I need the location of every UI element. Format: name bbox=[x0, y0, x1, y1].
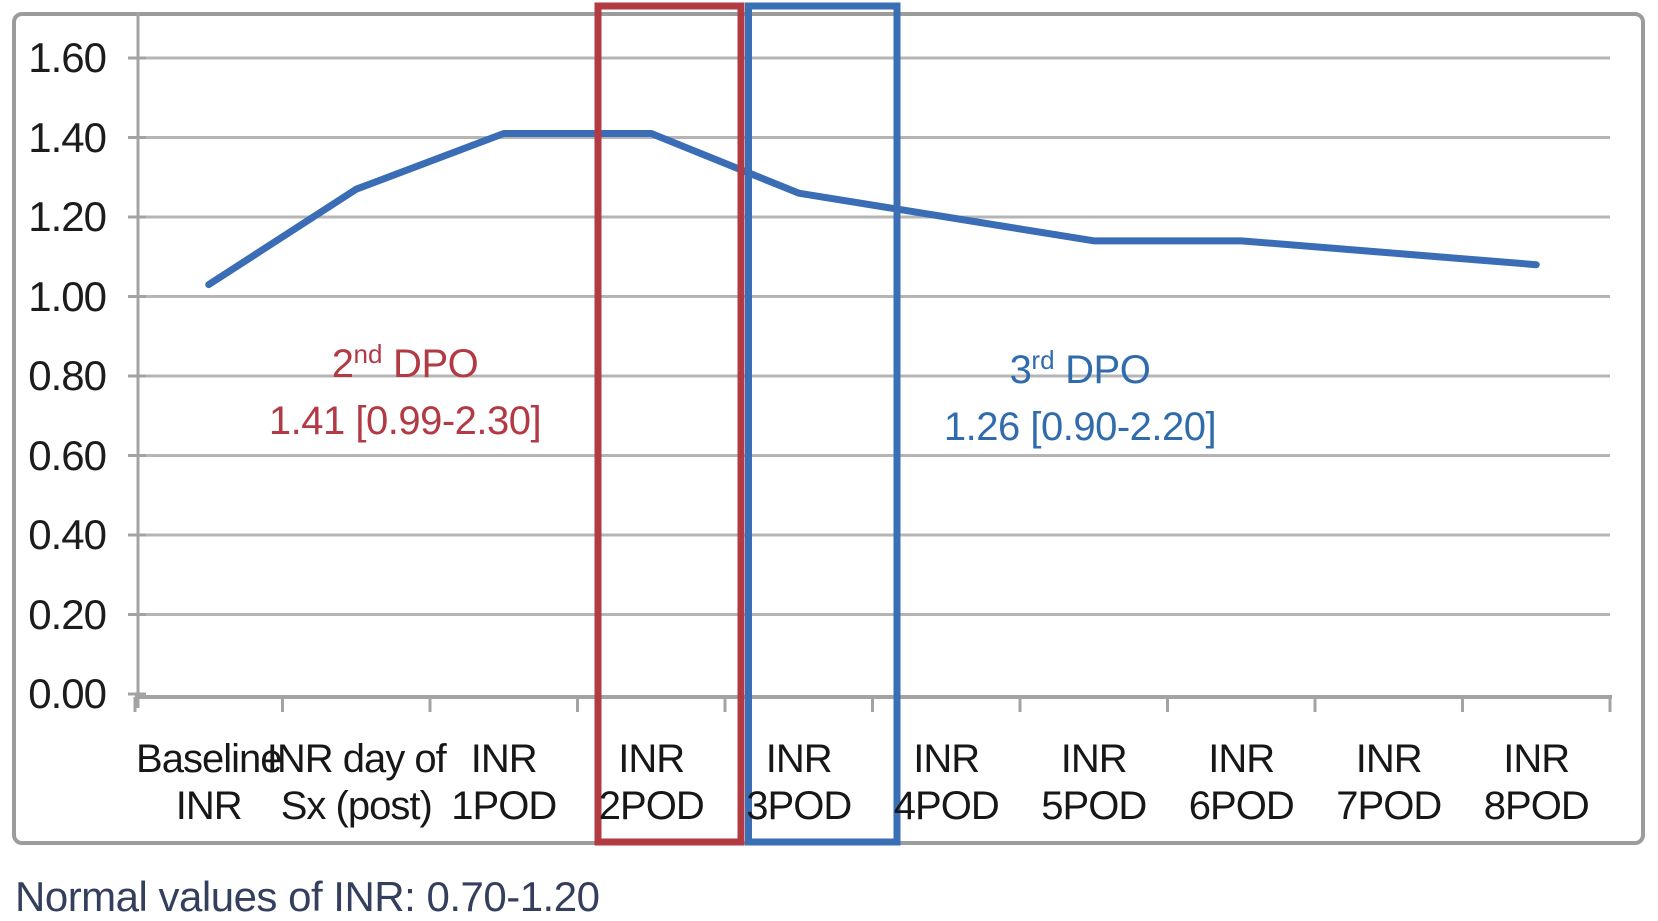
annotation-3rd-dpo: 3rd DPO 1.26 [0.90-2.20] bbox=[943, 344, 1217, 454]
x-category-label-line2: 7POD bbox=[1336, 784, 1442, 828]
x-category-label-line1: INR bbox=[1355, 737, 1423, 781]
x-category-label-line2: Sx (post) bbox=[280, 784, 433, 828]
x-category-label-line2: 4POD bbox=[893, 784, 1000, 828]
y-tick-label: 1.00 bbox=[28, 272, 107, 320]
y-tick-label: 1.40 bbox=[28, 113, 107, 161]
x-category-label-line2: 3POD bbox=[746, 784, 852, 828]
x-category-label-line2: 5POD bbox=[1041, 784, 1147, 828]
blue-highlight-box-3pod bbox=[745, 2, 901, 846]
y-tick-label: 1.60 bbox=[28, 34, 107, 81]
x-category-label-line1: Baseline bbox=[136, 737, 282, 781]
x-category-label: INR 5POD bbox=[1041, 736, 1147, 830]
x-category-label: INR 7POD bbox=[1336, 736, 1442, 830]
x-category-label-line1: INR day of bbox=[266, 737, 447, 781]
annotation-2nd-dpo-value: 1.41 [0.99-2.30] bbox=[268, 399, 542, 443]
x-category-label-line1: INR bbox=[1060, 737, 1128, 781]
ordinal-superscript: nd bbox=[353, 338, 383, 369]
x-category-label: INR 2POD bbox=[598, 736, 705, 830]
x-category-label: INR 3POD bbox=[746, 736, 852, 830]
inr-data-line bbox=[205, 130, 1540, 289]
x-category-label-line1: INR bbox=[1208, 737, 1275, 781]
x-category-label-line1: INR bbox=[913, 737, 980, 781]
normal-values-note: Normal values of INR: 0.70-1.20 bbox=[15, 873, 600, 920]
x-category-label-line1: INR bbox=[1503, 737, 1570, 781]
y-tick-label: 0.00 bbox=[28, 670, 107, 717]
annotation-2nd-dpo: 2nd DPO 1.41 [0.99-2.30] bbox=[268, 338, 542, 448]
ordinal-superscript: rd bbox=[1031, 344, 1055, 375]
y-tick-label: 0.60 bbox=[28, 431, 107, 479]
x-category-label-line2: INR bbox=[175, 784, 243, 828]
x-category-label: INR 6POD bbox=[1188, 736, 1295, 830]
y-tick-label: 1.20 bbox=[28, 193, 107, 240]
y-tick-label: 0.80 bbox=[28, 352, 107, 399]
annotation-3rd-dpo-title: 3rd DPO bbox=[1009, 344, 1151, 392]
x-category-label-line2: 1POD bbox=[451, 784, 557, 828]
chart-frame bbox=[12, 12, 1645, 845]
x-category-label: INR 4POD bbox=[893, 736, 1000, 830]
highlight-boxes-layer bbox=[594, 2, 901, 846]
x-category-label-line1: INR bbox=[765, 737, 833, 781]
x-category-label: Baseline INR bbox=[136, 736, 282, 830]
x-category-label: INR day of Sx (post) bbox=[266, 736, 447, 830]
annotation-3rd-dpo-value: 1.26 [0.90-2.20] bbox=[943, 405, 1217, 449]
x-category-label-line2: 6POD bbox=[1188, 784, 1295, 828]
red-highlight-box-2pod bbox=[594, 2, 745, 846]
gridlines-layer bbox=[138, 56, 1610, 616]
annotation-2nd-dpo-title: 2nd DPO bbox=[331, 338, 479, 386]
x-category-label-line1: INR bbox=[618, 737, 685, 781]
y-tick-label: 0.20 bbox=[28, 590, 107, 638]
x-category-label-line1: INR bbox=[470, 737, 538, 781]
data-series-layer bbox=[205, 130, 1540, 289]
x-category-label: INR 8POD bbox=[1483, 736, 1590, 830]
y-tick-label: 0.40 bbox=[28, 511, 107, 558]
axes-layer bbox=[128, 12, 1612, 712]
x-category-label: INR 1POD bbox=[451, 736, 557, 830]
x-category-label-line2: 2POD bbox=[598, 784, 705, 828]
x-category-label-line2: 8POD bbox=[1483, 784, 1590, 828]
